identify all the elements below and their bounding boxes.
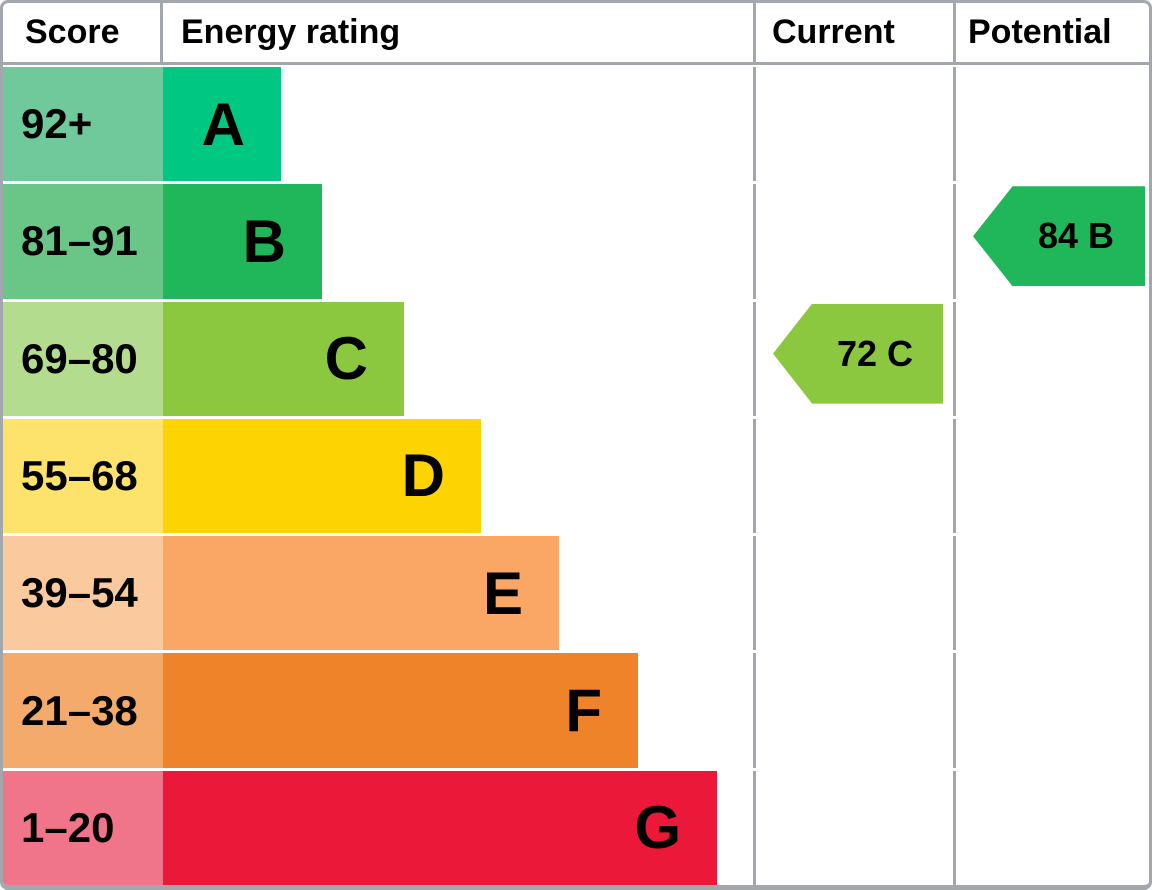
potential-rating-arrow: 84 B <box>973 186 1145 287</box>
header-score-label: Score <box>25 13 120 51</box>
potential-column-cell: 84 B <box>953 184 1149 299</box>
band-score-label: 81–91 <box>21 217 138 265</box>
potential-column-cell <box>953 67 1149 182</box>
band-score-label: 55–68 <box>21 451 138 499</box>
header-potential: Potential <box>953 3 1149 62</box>
current-rating-arrow: 72 C <box>773 303 943 404</box>
header-current-label: Current <box>772 13 895 51</box>
band-bar-zone: F <box>163 653 753 768</box>
band-bar: G <box>163 770 717 885</box>
band-bar: E <box>163 536 559 651</box>
band-score-label: 1–20 <box>21 803 115 851</box>
band-bar: C <box>163 301 404 416</box>
current-column-cell <box>753 653 953 768</box>
epc-band-rows: 92+ A 81–91 B 84 B <box>3 65 1149 885</box>
potential-column-cell <box>953 418 1149 534</box>
band-letter: C <box>324 325 368 393</box>
band-letter: B <box>242 207 286 275</box>
band-score-cell: 39–54 <box>3 536 163 651</box>
potential-column-cell <box>953 536 1149 651</box>
current-column-cell <box>753 770 953 885</box>
band-score-label: 92+ <box>21 100 93 148</box>
band-bar: A <box>163 67 281 182</box>
potential-column-cell <box>953 770 1149 885</box>
header-current: Current <box>753 3 953 62</box>
current-column-cell <box>753 536 953 651</box>
band-letter: D <box>401 442 445 510</box>
potential-column-cell <box>953 653 1149 768</box>
band-row-f: 21–38 F <box>3 650 1149 768</box>
band-letter: E <box>482 559 523 627</box>
band-bar-zone: G <box>163 770 753 885</box>
current-column-cell <box>753 184 953 299</box>
current-column-cell <box>753 418 953 534</box>
band-score-cell: 21–38 <box>3 653 163 768</box>
band-bar: B <box>163 184 322 299</box>
header-energy-rating: Energy rating <box>163 3 753 62</box>
band-row-d: 55–68 D <box>3 415 1149 534</box>
band-row-a: 92+ A <box>3 67 1149 182</box>
potential-rating-label: 84 B <box>1037 215 1115 257</box>
epc-header: Score Energy rating Current Potential <box>3 3 1149 65</box>
header-potential-label: Potential <box>968 13 1112 51</box>
band-letter: G <box>634 794 681 862</box>
header-energy-rating-label: Energy rating <box>181 13 401 51</box>
band-bar-zone: E <box>163 536 753 651</box>
band-score-cell: 81–91 <box>3 184 163 299</box>
band-score-cell: 69–80 <box>3 301 163 416</box>
band-score-cell: 1–20 <box>3 770 163 885</box>
current-column-cell: 72 C <box>753 301 953 416</box>
band-row-g: 1–20 G <box>3 767 1149 885</box>
band-score-cell: 55–68 <box>3 418 163 534</box>
current-rating-label: 72 C <box>836 332 914 374</box>
band-score-label: 39–54 <box>21 569 138 617</box>
band-score-label: 69–80 <box>21 334 138 382</box>
band-bar: D <box>163 418 481 534</box>
band-bar-zone: D <box>163 418 753 534</box>
band-letter: F <box>565 677 602 745</box>
band-row-c: 69–80 C 72 C <box>3 298 1149 416</box>
potential-column-cell <box>953 301 1149 416</box>
band-bar-zone: C <box>163 301 753 416</box>
current-column-cell <box>753 67 953 182</box>
band-bar-zone: A <box>163 67 753 182</box>
band-bar: F <box>163 653 638 768</box>
band-letter: A <box>201 90 245 158</box>
band-score-label: 21–38 <box>21 686 138 734</box>
band-row-b: 81–91 B 84 B <box>3 181 1149 299</box>
band-row-e: 39–54 E <box>3 533 1149 651</box>
band-bar-zone: B <box>163 184 753 299</box>
band-score-cell: 92+ <box>3 67 163 182</box>
header-score: Score <box>3 3 163 62</box>
